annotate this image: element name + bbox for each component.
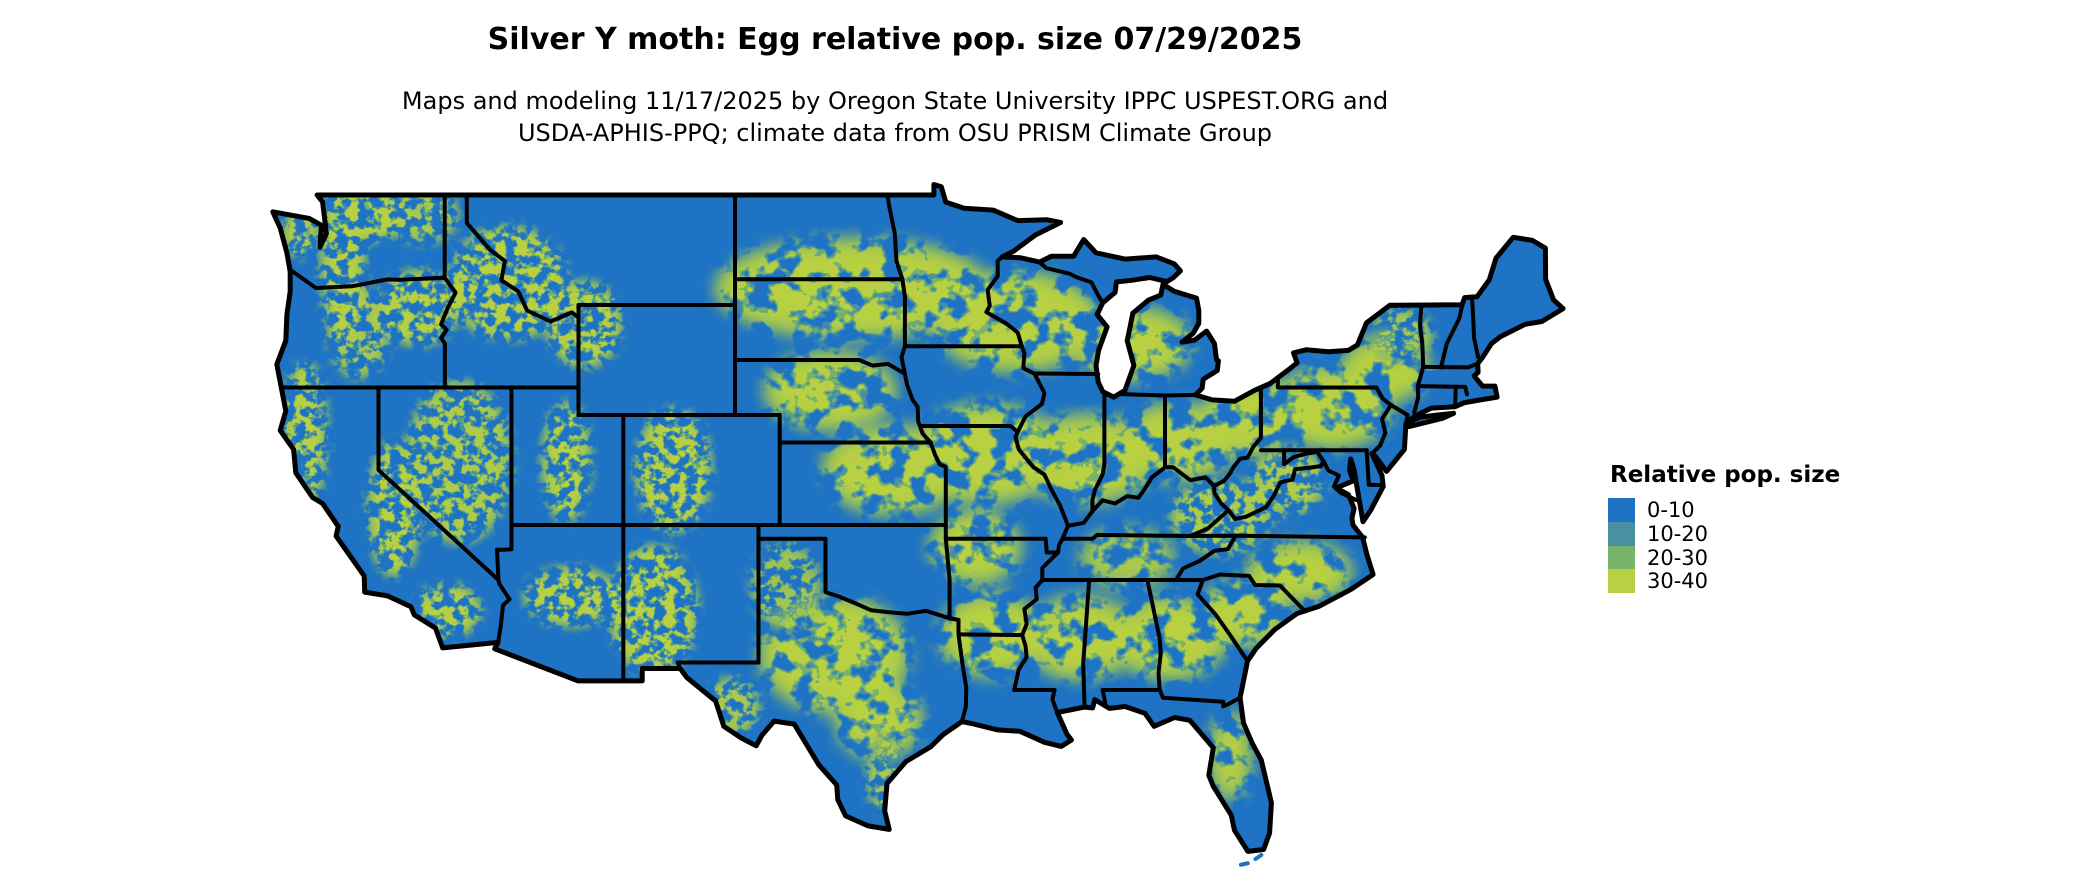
florida-keys <box>1230 853 1264 869</box>
state-borders-layer <box>279 193 1481 724</box>
legend-item-30-40: 30-40 <box>1608 569 1840 593</box>
legend-swatch-10-20 <box>1608 521 1635 546</box>
legend-title: Relative pop. size <box>1610 462 1841 488</box>
legend-item-20-30: 20-30 <box>1608 546 1840 570</box>
legend-label: 20-30 <box>1647 545 1709 570</box>
conus-outline <box>270 182 1566 854</box>
legend-swatch-30-40 <box>1608 569 1635 594</box>
legend-item-10-20: 10-20 <box>1608 522 1840 546</box>
legend-swatch-20-30 <box>1608 545 1635 570</box>
map-raster-layer <box>272 184 1564 852</box>
legend-item-0-10: 0-10 <box>1608 498 1840 522</box>
legend-label: 10-20 <box>1647 521 1709 546</box>
legend-items: 0-10 10-20 20-30 30-40 <box>1608 498 1840 593</box>
map-subtitle: Maps and modeling 11/17/2025 by Oregon S… <box>45 85 1745 149</box>
legend-swatch-0-10 <box>1608 498 1635 522</box>
legend-label: 0-10 <box>1647 497 1695 522</box>
legend: Relative pop. size 0-10 10-20 20-30 30-40 <box>1608 462 1840 593</box>
subtitle-line-2: USDA-APHIS-PPQ; climate data from OSU PR… <box>517 119 1273 147</box>
legend-label: 30-40 <box>1647 569 1709 594</box>
map-title: Silver Y moth: Egg relative pop. size 07… <box>487 22 1303 57</box>
subtitle-line-1: Maps and modeling 11/17/2025 by Oregon S… <box>401 87 1389 115</box>
